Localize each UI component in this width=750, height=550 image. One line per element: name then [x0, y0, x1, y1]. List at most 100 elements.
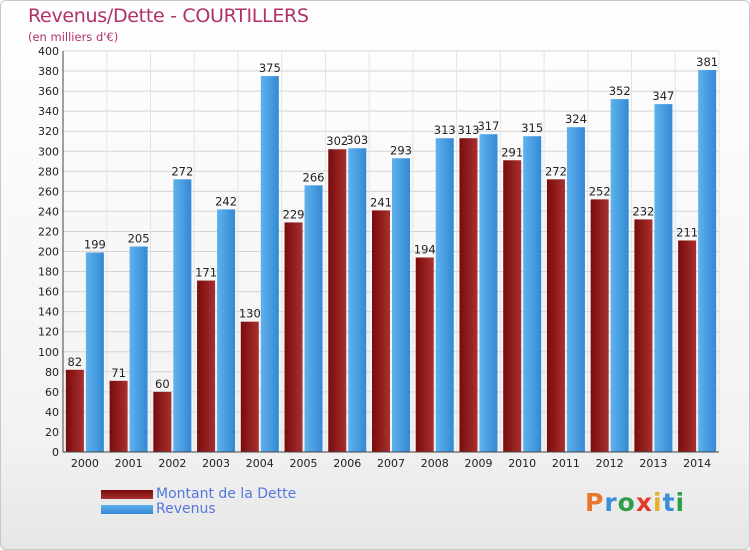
y-tick-label: 400 [38, 45, 59, 58]
x-tick-label: 2005 [290, 457, 318, 470]
legend-swatch-revenus [101, 505, 153, 514]
logo-letter: o [617, 488, 636, 517]
data-label-dette: 291 [501, 145, 523, 159]
data-label-dette: 194 [414, 243, 436, 257]
logo-letter: t [662, 488, 676, 517]
data-label-dette: 171 [195, 266, 217, 280]
bar-dette [65, 369, 84, 452]
y-tick-label: 140 [38, 306, 59, 319]
bars [65, 70, 717, 453]
x-tick-label: 2013 [639, 457, 667, 470]
bar-revenus [217, 209, 236, 452]
bar-revenus [479, 134, 498, 452]
data-label-dette: 313 [457, 123, 479, 137]
data-label-dette: 60 [155, 377, 170, 391]
bar-dette [459, 138, 478, 452]
bar-revenus [566, 127, 585, 452]
data-label-dette: 229 [283, 207, 305, 221]
data-label-dette: 302 [326, 134, 348, 148]
bar-revenus [610, 99, 629, 453]
x-tick-label: 2003 [202, 457, 230, 470]
bar-dette [328, 149, 347, 452]
y-tick-label: 200 [38, 246, 59, 259]
bar-dette [546, 179, 565, 452]
x-tick-label: 2006 [333, 457, 361, 470]
x-tick-label: 2004 [246, 457, 274, 470]
bar-dette [415, 257, 434, 452]
data-label-dette: 232 [632, 204, 654, 218]
bar-revenus [435, 138, 454, 452]
y-tick-label: 60 [45, 386, 59, 399]
y-tick-label: 340 [38, 105, 59, 118]
bar-revenus [173, 179, 192, 452]
x-tick-label: 2007 [377, 457, 405, 470]
data-label-revenus: 347 [652, 89, 674, 103]
y-tick-label: 100 [38, 346, 59, 359]
x-tick-label: 2002 [158, 457, 186, 470]
bar-dette [284, 222, 303, 452]
x-tick-label: 2009 [464, 457, 492, 470]
data-label-revenus: 317 [477, 119, 499, 133]
data-label-dette: 71 [111, 366, 126, 380]
y-tick-label: 20 [45, 426, 59, 439]
bar-revenus [392, 158, 410, 452]
logo-letter: i [675, 488, 686, 517]
y-tick-label: 80 [45, 366, 59, 379]
bar-dette [240, 321, 259, 452]
bar-revenus [304, 185, 323, 452]
data-label-revenus: 272 [171, 164, 193, 178]
y-tick-label: 320 [38, 125, 59, 138]
data-label-revenus: 242 [215, 194, 237, 208]
y-tick-label: 160 [38, 286, 59, 299]
grid [62, 50, 720, 453]
data-label-revenus: 352 [609, 84, 631, 98]
bar-revenus [85, 252, 104, 452]
axes: 0 20 40 60 80 100 120 140 160 180 200 220 240 260 280 3… [38, 45, 719, 470]
data-label-dette: 252 [589, 184, 611, 198]
y-tick-label: 380 [38, 65, 59, 78]
legend-label-revenus: Revenus [156, 501, 216, 517]
bar-revenus [523, 136, 542, 452]
data-label-revenus: 199 [84, 238, 106, 252]
bar-revenus [129, 246, 148, 452]
x-tick-label: 2000 [71, 457, 99, 470]
bar-dette [153, 391, 172, 452]
bar-dette [372, 210, 390, 452]
data-label-revenus: 315 [521, 121, 543, 135]
y-tick-label: 360 [38, 85, 59, 98]
data-label-dette: 130 [239, 307, 261, 321]
chart-title: Revenus/Dette - COURTILLERS [28, 5, 309, 27]
y-tick-label: 120 [38, 326, 59, 339]
chart-subtitle: (en milliers d'€) [28, 30, 119, 44]
logo-letter: r [604, 488, 618, 517]
bar-revenus [654, 104, 673, 452]
bar-revenus [698, 70, 717, 453]
data-label-revenus: 313 [434, 123, 456, 137]
x-tick-label: 2001 [115, 457, 143, 470]
data-label-dette: 241 [370, 195, 392, 209]
bar-dette [197, 280, 216, 452]
legend-swatch-dette [101, 490, 153, 499]
bar-dette [678, 240, 697, 452]
bar-dette [590, 199, 609, 452]
y-tick-label: 300 [38, 145, 59, 158]
bar-revenus [348, 148, 367, 452]
y-tick-label: 220 [38, 225, 59, 238]
data-label-revenus: 303 [346, 133, 368, 147]
data-label-revenus: 266 [303, 170, 325, 184]
data-label-revenus: 375 [259, 61, 281, 75]
bar-dette [634, 219, 653, 452]
y-tick-label: 280 [38, 165, 59, 178]
x-tick-label: 2010 [508, 457, 536, 470]
legend-label-dette: Montant de la Dette [156, 486, 297, 502]
bar-dette [503, 160, 522, 452]
bar-revenus [260, 76, 279, 452]
x-tick-label: 2011 [552, 457, 580, 470]
bar-dette [109, 380, 128, 452]
y-tick-label: 0 [52, 446, 59, 459]
proxiti-logo: Proxiti [585, 488, 685, 517]
x-tick-label: 2008 [421, 457, 449, 470]
